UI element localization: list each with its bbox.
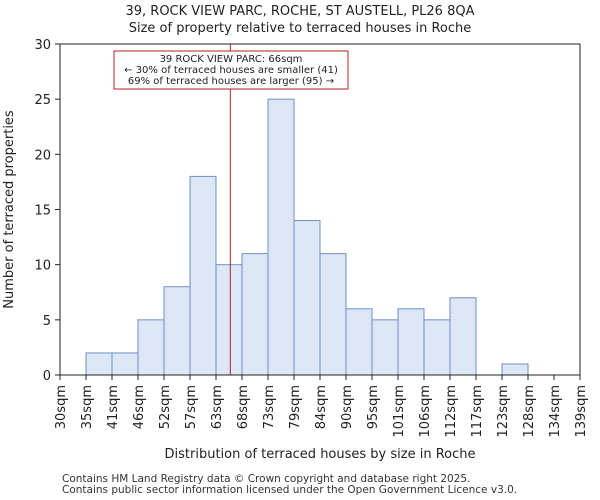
x-tick-label: 52sqm <box>158 385 173 429</box>
y-tick-label: 0 <box>43 369 51 384</box>
histogram-bar <box>111 352 139 376</box>
histogram-bar <box>137 319 165 376</box>
x-tick-label: 128sqm <box>522 385 537 438</box>
x-tick-label: 101sqm <box>392 385 407 438</box>
x-tick-label: 57sqm <box>184 385 199 429</box>
y-tick-label: 5 <box>43 314 51 329</box>
annotation-line-2: ← 30% of terraced houses are smaller (41… <box>124 65 338 76</box>
x-tick-label: 106sqm <box>418 385 433 438</box>
histogram-bar <box>267 98 295 376</box>
x-tick-label: 68sqm <box>236 385 251 429</box>
histogram-bar <box>85 352 113 376</box>
histogram-bar <box>319 253 347 376</box>
x-tick-label: 90sqm <box>340 385 355 429</box>
plot-frame <box>59 43 581 376</box>
y-tick-label: 20 <box>34 148 51 163</box>
y-tick-label: 15 <box>34 204 51 219</box>
x-tick-label: 35sqm <box>80 385 95 429</box>
y-tick-label: 30 <box>34 38 51 53</box>
chart-subtitle: Size of property relative to terraced ho… <box>128 21 472 36</box>
histogram-bar <box>423 319 451 376</box>
x-tick-label: 79sqm <box>288 385 303 429</box>
histogram-bar <box>397 308 425 376</box>
histogram-bar <box>241 253 269 376</box>
y-tick-label: 25 <box>34 93 51 108</box>
x-tick-label: 63sqm <box>210 385 225 429</box>
x-tick-label: 112sqm <box>444 385 459 438</box>
x-tick-label: 95sqm <box>366 385 381 429</box>
x-axis-label: Distribution of terraced houses by size … <box>165 447 476 462</box>
histogram-bar <box>345 308 373 376</box>
y-axis-label: Number of terraced properties <box>2 110 17 309</box>
x-tick-label: 84sqm <box>314 385 329 429</box>
footer-copyright: Contains HM Land Registry data © Crown c… <box>62 473 471 485</box>
annotation-line-3: 69% of terraced houses are larger (95) → <box>128 76 334 87</box>
x-tick-label: 30sqm <box>54 385 69 429</box>
histogram-bar <box>501 363 529 376</box>
histogram-bar <box>371 319 399 376</box>
x-tick-label: 117sqm <box>470 385 485 438</box>
footer-licence: Contains public sector information licen… <box>62 484 518 496</box>
annotation-box <box>113 50 349 90</box>
chart-title: 39, ROCK VIEW PARC, ROCHE, ST AUSTELL, P… <box>125 4 475 19</box>
x-tick-label: 73sqm <box>262 385 277 429</box>
histogram-bar <box>189 175 217 376</box>
annotation-line-1: 39 ROCK VIEW PARC: 66sqm <box>160 54 303 65</box>
x-tick-label: 123sqm <box>496 385 511 438</box>
x-tick-label: 134sqm <box>548 385 563 438</box>
histogram-bar <box>163 286 191 376</box>
histogram-bar <box>293 220 321 376</box>
x-tick-label: 46sqm <box>132 385 147 429</box>
histogram-bar <box>449 297 477 376</box>
x-tick-label: 41sqm <box>106 385 121 429</box>
histogram-bar <box>215 264 243 376</box>
y-tick-label: 10 <box>34 259 51 274</box>
x-tick-label: 139sqm <box>574 385 589 438</box>
